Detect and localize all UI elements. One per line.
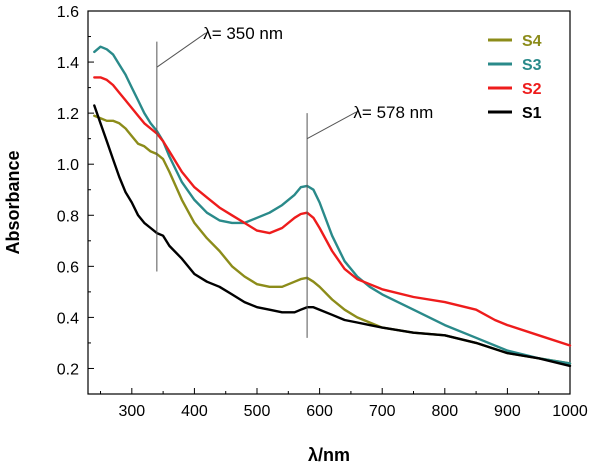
y-tick-label: 0.2 bbox=[57, 361, 79, 378]
annotation-label-2: λ= 578 nm bbox=[353, 103, 433, 122]
y-tick-label: 1.0 bbox=[57, 157, 79, 174]
annotation-label-1: λ= 350 nm bbox=[203, 24, 283, 43]
y-tick-label: 0.4 bbox=[57, 310, 79, 327]
x-axis-title: λ/nm bbox=[308, 445, 350, 465]
legend-label-s3: S3 bbox=[522, 57, 542, 74]
y-tick-label: 0.8 bbox=[57, 208, 79, 225]
x-axis-ticks: 300 400 500 600 700 800 900 1000 bbox=[101, 388, 588, 420]
y-tick-label: 1.6 bbox=[57, 4, 79, 21]
x-tick-label: 900 bbox=[494, 403, 521, 420]
y-tick-label: 1.2 bbox=[57, 106, 79, 123]
legend-label-s2: S2 bbox=[522, 81, 542, 98]
plot-area-border bbox=[88, 11, 570, 394]
legend-label-s4: S4 bbox=[522, 33, 542, 50]
plot-frame bbox=[88, 11, 570, 394]
x-tick-label: 400 bbox=[181, 403, 208, 420]
annotation-leader-line-1 bbox=[157, 33, 206, 67]
series-lines bbox=[94, 47, 570, 366]
x-tick-label: 1000 bbox=[552, 403, 588, 420]
series-line-s2 bbox=[94, 77, 570, 345]
x-tick-label: 300 bbox=[118, 403, 145, 420]
x-tick-label: 600 bbox=[306, 403, 333, 420]
x-tick-label: 700 bbox=[369, 403, 396, 420]
x-tick-label: 800 bbox=[431, 403, 458, 420]
y-axis-title: Absorbance bbox=[3, 150, 23, 254]
legend-label-s1: S1 bbox=[522, 105, 542, 122]
x-tick-label: 500 bbox=[244, 403, 271, 420]
y-tick-label: 0.6 bbox=[57, 259, 79, 276]
annotation-leader-line-2 bbox=[307, 112, 356, 138]
y-tick-label: 1.4 bbox=[57, 55, 79, 72]
legend: S4 S3 S2 S1 bbox=[488, 33, 542, 122]
